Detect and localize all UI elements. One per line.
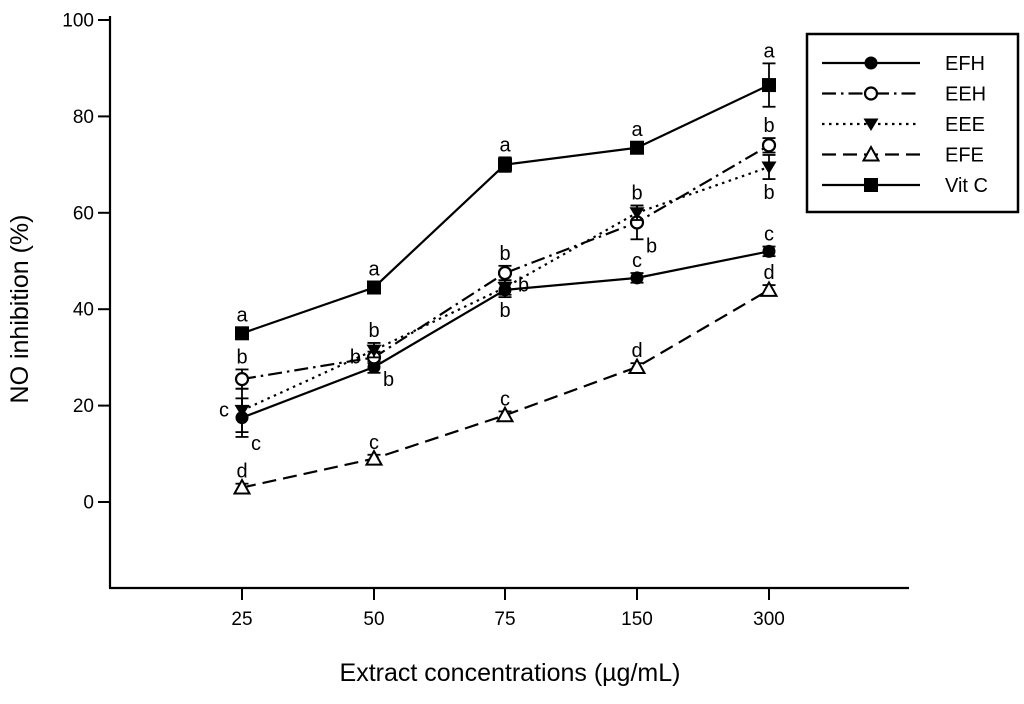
sig-letter: c (219, 399, 229, 421)
sig-letter: c (632, 250, 642, 272)
legend-box: EFH EEH EEE EFE Vit C (805, 32, 1020, 214)
open-triangle-up-marker (627, 357, 647, 375)
open-triangle-up-marker (364, 449, 384, 466)
open-triangle-up-marker (232, 477, 252, 495)
data-point-VitC-300 (762, 62, 776, 108)
sig-letter: a (499, 134, 511, 156)
sig-letter: a (763, 40, 775, 62)
data-point-EEE-300 (761, 154, 777, 180)
filled-square-marker (367, 280, 381, 295)
legend-label: Vit C (945, 175, 988, 197)
data-point-EFH-150 (630, 271, 644, 285)
y-tick-label: 40 (73, 300, 94, 321)
open-circle-marker (761, 138, 777, 153)
x-tick-label: 75 (494, 609, 515, 630)
legend-item-EEH: EEH (822, 84, 986, 106)
sig-letter: b (763, 182, 774, 204)
sig-letter: b (518, 275, 529, 297)
filled-circle-marker (762, 244, 776, 258)
sig-letter: d (763, 262, 774, 284)
open-triangle-up-marker (759, 280, 779, 297)
data-point-VitC-75 (498, 156, 512, 173)
data-point-EFE-300 (759, 280, 779, 297)
data-point-EEE-150 (629, 204, 645, 221)
filled-circle-marker (630, 271, 644, 285)
legend-label: EFE (945, 145, 984, 167)
sig-letter: b (499, 243, 510, 265)
sig-letter: b (499, 300, 510, 322)
sig-letter: a (236, 305, 248, 327)
y-axis-title: NO inhibition (%) (6, 215, 34, 404)
filled-triangle-down-marker (629, 207, 645, 220)
y-tick-label: 20 (73, 396, 94, 417)
y-tick-label: 0 (83, 493, 94, 514)
filled-triangle-down-marker (761, 161, 777, 175)
data-point-EEE-75 (497, 279, 513, 296)
sig-letter: c (251, 433, 261, 455)
filled-triangle-down-marker (234, 404, 250, 418)
data-point-EEH-25 (234, 368, 250, 390)
filled-circle-icon (864, 56, 878, 70)
data-point-EEH-300 (761, 137, 777, 154)
sig-letter: b (383, 369, 394, 391)
sig-letter: d (236, 461, 247, 483)
data-point-EEE-50 (366, 342, 382, 359)
open-triangle-up-marker (495, 405, 515, 423)
sig-letter: b (763, 115, 774, 137)
x-tick-label: 300 (753, 609, 785, 630)
data-point-EEH-75 (497, 264, 513, 282)
legend-label: EEH (945, 84, 986, 106)
filled-triangle-down-icon (863, 118, 879, 131)
data-point-EFE-75 (495, 405, 515, 423)
open-circle-icon (863, 86, 879, 101)
sig-letter: b (350, 346, 361, 368)
legend-label: EFH (945, 53, 985, 75)
legend-item-VitC: Vit C (822, 175, 988, 197)
legend-item-EEE: EEE (822, 114, 985, 136)
data-point-EFE-50 (364, 449, 384, 466)
sig-letter: b (631, 183, 642, 205)
sig-letter: b (646, 235, 657, 257)
sig-letter: c (369, 432, 379, 454)
legend-label: EEE (945, 114, 985, 136)
data-point-EFE-150 (627, 357, 647, 375)
data-point-VitC-50 (367, 280, 381, 295)
sig-letter: a (631, 119, 643, 141)
sig-letter: b (236, 346, 247, 368)
y-tick-label: 60 (73, 203, 94, 224)
data-point-EEE-25 (234, 387, 250, 434)
filled-triangle-down-marker (366, 344, 382, 358)
filled-triangle-down-marker (497, 282, 513, 295)
open-circle-marker (497, 265, 513, 281)
x-tick-label: 25 (231, 609, 252, 630)
legend-item-EFE: EFE (822, 145, 984, 167)
y-tick-label: 100 (62, 11, 94, 32)
series-line-EEH (241, 144, 770, 381)
sig-letter: d (631, 340, 642, 362)
filled-square-marker (498, 157, 512, 172)
filled-square-marker (762, 78, 776, 93)
data-point-VitC-150 (630, 140, 644, 155)
x-tick-label: 50 (363, 609, 384, 630)
sig-letter: a (368, 259, 380, 281)
filled-square-marker (630, 140, 644, 155)
data-point-EFH-300 (762, 244, 776, 258)
sig-letter: b (368, 320, 379, 342)
y-tick-label: 80 (73, 107, 94, 128)
open-triangle-up-icon (861, 144, 881, 162)
filled-square-icon (864, 178, 878, 192)
data-point-VitC-25 (235, 326, 249, 341)
legend-item-EFH: EFH (822, 53, 985, 75)
data-point-EFE-25 (232, 477, 252, 495)
sig-letter: c (764, 224, 774, 246)
filled-square-marker (235, 326, 249, 341)
x-axis-title: Extract concentrations (µg/mL) (340, 659, 681, 687)
open-circle-marker (234, 371, 250, 387)
x-tick-label: 150 (621, 609, 653, 630)
sig-letter: c (500, 388, 510, 410)
